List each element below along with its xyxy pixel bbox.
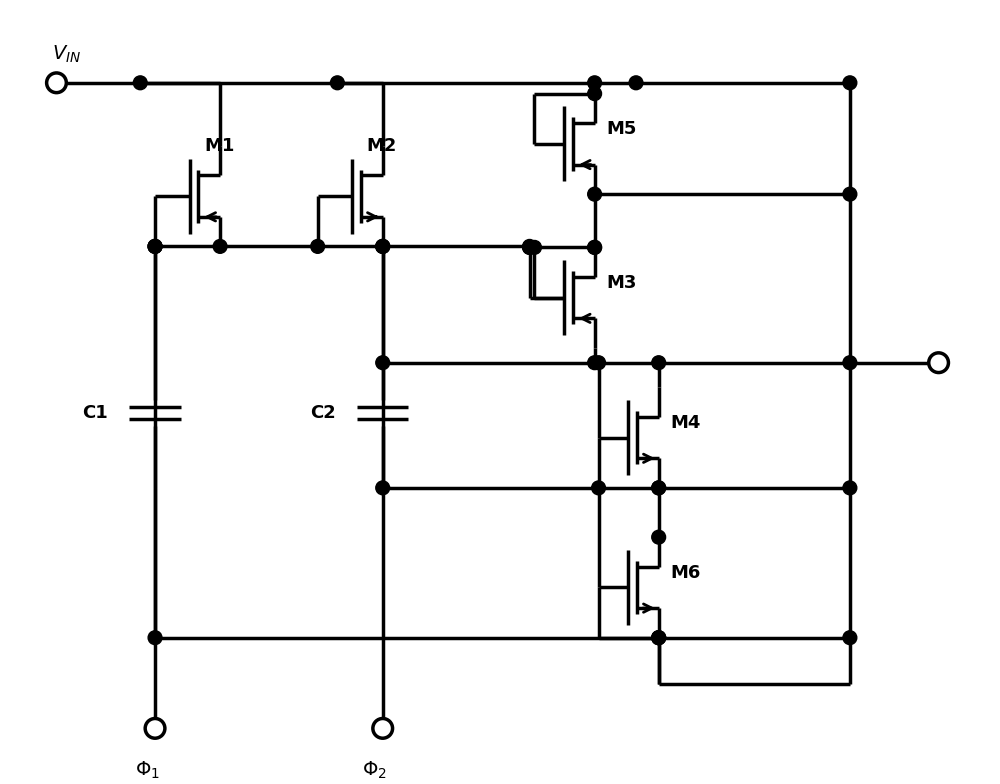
Circle shape [213, 239, 227, 253]
Circle shape [145, 718, 165, 739]
Circle shape [588, 241, 602, 254]
Circle shape [376, 481, 390, 495]
Circle shape [588, 76, 602, 89]
Circle shape [592, 481, 605, 495]
Circle shape [652, 631, 666, 644]
Text: M3: M3 [606, 274, 637, 292]
Circle shape [929, 353, 948, 372]
Circle shape [588, 356, 602, 369]
Circle shape [592, 356, 605, 369]
Circle shape [652, 356, 666, 369]
Circle shape [523, 241, 536, 254]
Circle shape [523, 241, 536, 254]
Circle shape [652, 481, 666, 495]
Circle shape [133, 76, 147, 89]
Circle shape [652, 530, 666, 544]
Circle shape [588, 241, 602, 254]
Circle shape [843, 76, 857, 89]
Circle shape [588, 187, 602, 201]
Circle shape [843, 356, 857, 369]
Circle shape [528, 241, 541, 254]
Text: C1: C1 [82, 404, 108, 422]
Circle shape [376, 356, 390, 369]
Circle shape [652, 631, 666, 644]
Circle shape [373, 718, 393, 739]
Circle shape [311, 239, 325, 253]
Circle shape [588, 87, 602, 100]
Text: $V_{IN}$: $V_{IN}$ [52, 44, 81, 65]
Circle shape [652, 481, 666, 495]
Text: M4: M4 [671, 414, 701, 432]
Text: M1: M1 [204, 136, 234, 154]
Circle shape [843, 631, 857, 644]
Text: $\Phi_1$: $\Phi_1$ [135, 760, 160, 781]
Circle shape [629, 76, 643, 89]
Circle shape [148, 239, 162, 253]
Text: M2: M2 [367, 136, 397, 154]
Circle shape [148, 239, 162, 253]
Circle shape [843, 481, 857, 495]
Circle shape [376, 239, 390, 253]
Circle shape [148, 239, 162, 253]
Text: M5: M5 [606, 120, 637, 138]
Circle shape [523, 239, 536, 253]
Text: C2: C2 [310, 404, 335, 422]
Text: M6: M6 [671, 564, 701, 582]
Circle shape [376, 239, 390, 253]
Circle shape [47, 73, 66, 93]
Circle shape [330, 76, 344, 89]
Circle shape [843, 187, 857, 201]
Circle shape [652, 631, 666, 644]
Circle shape [148, 631, 162, 644]
Text: $\Phi_2$: $\Phi_2$ [362, 760, 387, 781]
Circle shape [376, 239, 390, 253]
